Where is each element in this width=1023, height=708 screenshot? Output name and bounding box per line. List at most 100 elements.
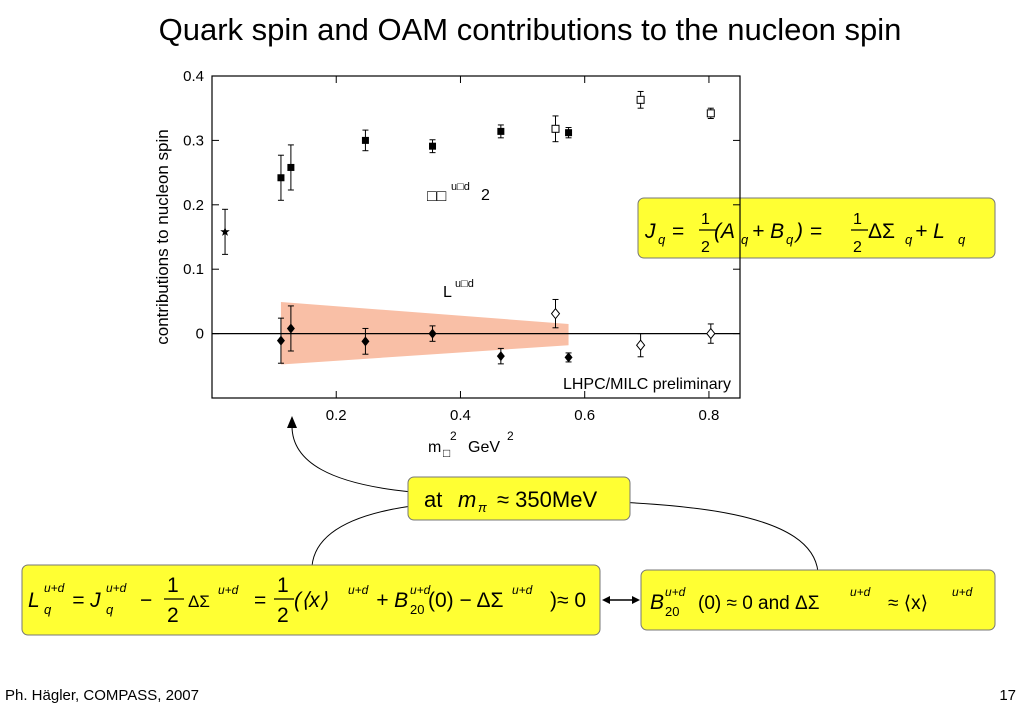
annotation: u□d [455, 278, 474, 290]
equation-box [21, 564, 601, 636]
equation-text: ≈ 350MeV [497, 487, 597, 512]
equation-text: u+d [850, 585, 871, 599]
equation-text: m [458, 487, 476, 512]
equation-text: (A [714, 220, 735, 243]
point [276, 335, 285, 346]
equation-text: )≈ 0 [550, 589, 586, 612]
equation-text: 20 [410, 602, 424, 617]
x-axis-unit-sup: 2 [507, 429, 514, 443]
annotation: □□ [427, 188, 447, 205]
x-tick-label: 0.2 [326, 407, 347, 424]
page-number: 17 [999, 687, 1016, 704]
equation-text: at [424, 487, 442, 512]
slide-title: Quark spin and OAM contributions to the … [159, 12, 902, 47]
equation-text: ≈ ⟨x⟩ [888, 593, 928, 614]
equation-text: 2 [167, 604, 179, 627]
equation-text: q [958, 232, 966, 247]
equation-text: J [644, 220, 656, 243]
equation-text: 20 [665, 604, 679, 619]
x-tick-label: 0.4 [450, 407, 471, 424]
equation-text: q [741, 232, 749, 247]
equation-text: + L [915, 220, 945, 243]
arrowhead [602, 596, 640, 604]
equation-text: π [478, 500, 487, 515]
point [565, 129, 573, 137]
point [550, 307, 561, 320]
point [277, 174, 285, 182]
equation-text: + B [376, 589, 408, 612]
x-axis-label-sub: □ [443, 446, 450, 460]
y-tick-label: 0 [196, 326, 204, 343]
equation-text: u+d [665, 585, 686, 599]
chart: contributions to nucleon spin m □ 2 GeV … [153, 68, 741, 460]
equation-text: u+d [106, 581, 127, 595]
x-axis-label-sup: 2 [450, 429, 457, 443]
equation-text: L [28, 589, 40, 612]
equation-text: 1 [167, 574, 179, 597]
point [361, 136, 369, 144]
equation-text: u+d [410, 583, 431, 597]
equation-text: 2 [277, 604, 289, 627]
point [497, 127, 505, 135]
y-tick-label: 0.1 [183, 261, 204, 278]
equation-text: (⟨x⟩ [294, 589, 328, 612]
equation-box [640, 569, 996, 631]
point [635, 339, 646, 351]
equation-text: 1 [853, 211, 862, 228]
equation-text: 2 [853, 239, 862, 256]
x-tick-label: 0.6 [574, 407, 595, 424]
point [220, 226, 230, 236]
point [428, 328, 437, 339]
equation-text: ) [793, 220, 803, 243]
plot-frame [211, 75, 741, 399]
y-tick-label: 0.2 [183, 197, 204, 214]
equation-text: u+d [44, 581, 65, 595]
equation-text: u+d [512, 583, 533, 597]
arrowhead [287, 416, 297, 428]
equation-text: u+d [218, 583, 239, 597]
point [706, 327, 716, 340]
equation-text: = J [72, 589, 101, 612]
annotation: 2 [481, 187, 490, 204]
x-axis-label: m [428, 439, 441, 456]
point [496, 351, 505, 362]
equation-text: + B [752, 220, 784, 243]
point [287, 163, 295, 171]
equation-text: q [905, 232, 913, 247]
equation-text: ΔΣ [188, 592, 210, 611]
equation-text: u+d [952, 585, 973, 599]
x-axis-unit: GeV [468, 439, 500, 456]
equation-text: q [44, 602, 52, 617]
point [706, 109, 715, 118]
point [564, 352, 573, 363]
equation-text: q [106, 602, 114, 617]
equation-text: q [658, 232, 666, 247]
equation-text: = [254, 589, 266, 612]
footer: Ph. Hägler, COMPASS, 2007 [5, 687, 199, 704]
y-axis-label: contributions to nucleon spin [153, 129, 172, 344]
equation-box [407, 476, 631, 521]
equation-text: − [140, 589, 152, 612]
annotation: LHPC/MILC preliminary [563, 376, 731, 393]
arrow [291, 425, 413, 493]
equation-text: u+d [348, 583, 369, 597]
equation-text: 1 [701, 211, 710, 228]
annotation: u□d [451, 181, 470, 193]
point [361, 336, 370, 347]
equation-box [637, 197, 996, 259]
equation-text: ΔΣ [868, 220, 895, 243]
y-tick-label: 0.4 [183, 68, 204, 85]
annotation: L [443, 284, 452, 301]
equation-text: (0) ≈ 0 and ΔΣ [698, 593, 819, 614]
equation-text: 1 [277, 574, 289, 597]
equation-text: = [672, 220, 684, 243]
equation-text: 2 [701, 239, 710, 256]
point [636, 95, 645, 104]
x-tick-label: 0.8 [699, 407, 720, 424]
point [551, 124, 560, 133]
equation-text: q [786, 232, 794, 247]
point [286, 323, 295, 334]
